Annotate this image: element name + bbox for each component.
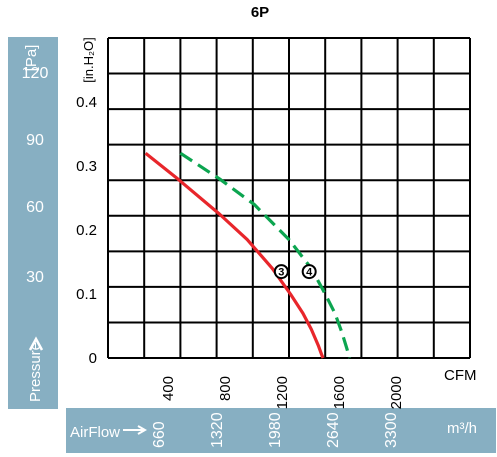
pressure-axis-label: Pressure bbox=[27, 342, 44, 402]
inh2o-tick-label: 0.4 bbox=[76, 94, 97, 111]
inh2o-unit-label: [in.H₂O] bbox=[81, 37, 96, 83]
inh2o-tick-label: 0.3 bbox=[76, 158, 97, 175]
pa-unit-label: [Pa] bbox=[23, 45, 40, 72]
pressure-arrow-icon bbox=[28, 336, 44, 351]
series-curve-3 bbox=[144, 151, 325, 359]
m3h-tick-label: 1980 bbox=[267, 412, 284, 448]
grid bbox=[107, 37, 471, 359]
inh2o-tick-label: 0 bbox=[89, 350, 97, 367]
pa-tick-label: 90 bbox=[26, 132, 44, 149]
series-marker-circle-3 bbox=[273, 264, 289, 280]
chart-title: 6P bbox=[251, 4, 269, 21]
airflow-axis-label: AirFlow bbox=[70, 424, 120, 441]
cfm-tick-label: 1200 bbox=[274, 376, 291, 409]
airflow-arrow-icon bbox=[123, 425, 148, 435]
pa-tick-label: 30 bbox=[26, 269, 44, 286]
pa-tick-label: 60 bbox=[26, 199, 44, 216]
tick-labels: 0.4 0.3 0.2 0.1 0 120 90 60 30 400 800 1200 1600 2000… bbox=[22, 65, 405, 448]
m3h-tick-label: 1320 bbox=[209, 412, 226, 448]
inh2o-tick-label: 0.1 bbox=[76, 286, 97, 303]
cfm-tick-label: 800 bbox=[217, 376, 234, 401]
m3h-tick-label: 3300 bbox=[383, 412, 400, 448]
m3h-tick-label: 660 bbox=[151, 421, 168, 448]
series-marker-label-3: 3 bbox=[278, 267, 284, 279]
inh2o-tick-label: 0.2 bbox=[76, 222, 97, 239]
cfm-tick-label: 400 bbox=[160, 376, 177, 401]
pa-tick-label: 120 bbox=[22, 65, 49, 82]
series-marker-label-4: 4 bbox=[306, 267, 313, 279]
series-curve-4 bbox=[179, 151, 352, 359]
m3h-unit-label: m³/h bbox=[447, 420, 477, 437]
cfm-tick-label: 1600 bbox=[331, 376, 348, 409]
cfm-unit-label: CFM bbox=[444, 367, 477, 384]
m3h-tick-label: 2640 bbox=[325, 412, 342, 448]
cfm-tick-label: 2000 bbox=[388, 376, 405, 409]
series-marker-circle-4 bbox=[301, 264, 317, 280]
series-curves bbox=[144, 151, 352, 359]
